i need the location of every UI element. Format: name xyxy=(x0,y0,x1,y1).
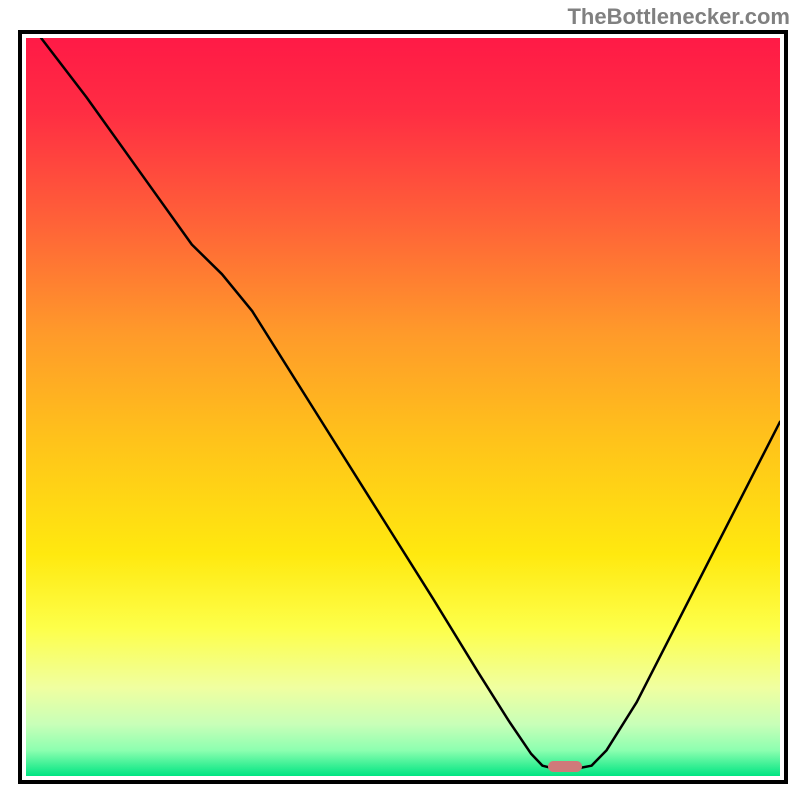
optimum-marker xyxy=(548,761,582,771)
bottleneck-curve xyxy=(26,38,780,776)
watermark-text: TheBottlenecker.com xyxy=(567,4,790,30)
chart-frame xyxy=(18,30,788,784)
plot-area xyxy=(26,38,780,776)
